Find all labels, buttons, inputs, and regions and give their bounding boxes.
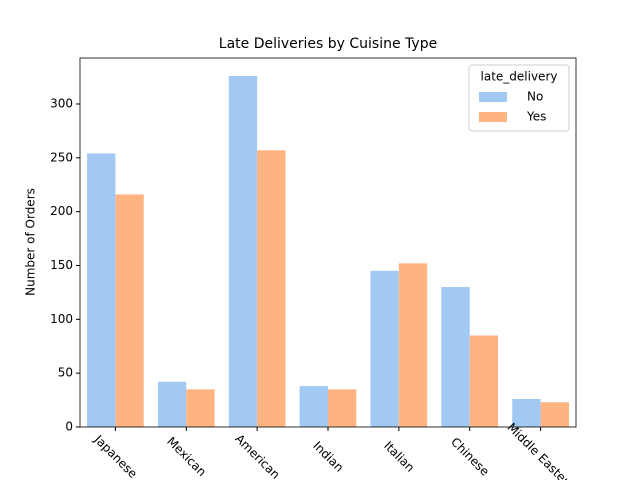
- bar: [370, 270, 399, 427]
- bar: [115, 194, 144, 427]
- x-tick-label: Chinese: [448, 435, 492, 479]
- legend-label: Yes: [526, 110, 546, 124]
- bar: [441, 287, 470, 427]
- bar: [299, 386, 328, 427]
- bar: [157, 381, 187, 427]
- x-tick-label: Japanese: [91, 432, 140, 480]
- legend-swatch: [479, 112, 507, 122]
- x-tick-label: Indian: [310, 439, 346, 475]
- bar: [228, 75, 258, 427]
- bar: [328, 389, 357, 427]
- x-tick-label: Italian: [381, 439, 417, 475]
- legend-label: No: [527, 90, 543, 104]
- y-tick-label: 300: [50, 96, 73, 110]
- y-tick-label: 100: [50, 312, 73, 326]
- y-tick-label: 250: [50, 150, 73, 164]
- bar: [257, 150, 286, 427]
- legend-title: late_delivery: [481, 70, 558, 84]
- legend-swatch: [479, 92, 507, 102]
- y-tick-label: 50: [58, 366, 73, 380]
- bar: [512, 399, 541, 427]
- y-tick-label: 0: [65, 420, 73, 434]
- y-axis-label: Number of Orders: [24, 188, 38, 296]
- bar: [87, 153, 116, 428]
- y-tick-label: 150: [50, 258, 73, 272]
- x-tick-label: Mexican: [164, 434, 209, 479]
- bar: [540, 402, 569, 427]
- axes-frame: [79, 57, 577, 428]
- bar: [186, 389, 215, 427]
- bar: [398, 263, 428, 427]
- x-tick-label: American: [232, 432, 282, 480]
- bar: [469, 335, 499, 427]
- y-tick-label: 200: [50, 204, 73, 218]
- chart-title: Late Deliveries by Cuisine Type: [219, 36, 437, 52]
